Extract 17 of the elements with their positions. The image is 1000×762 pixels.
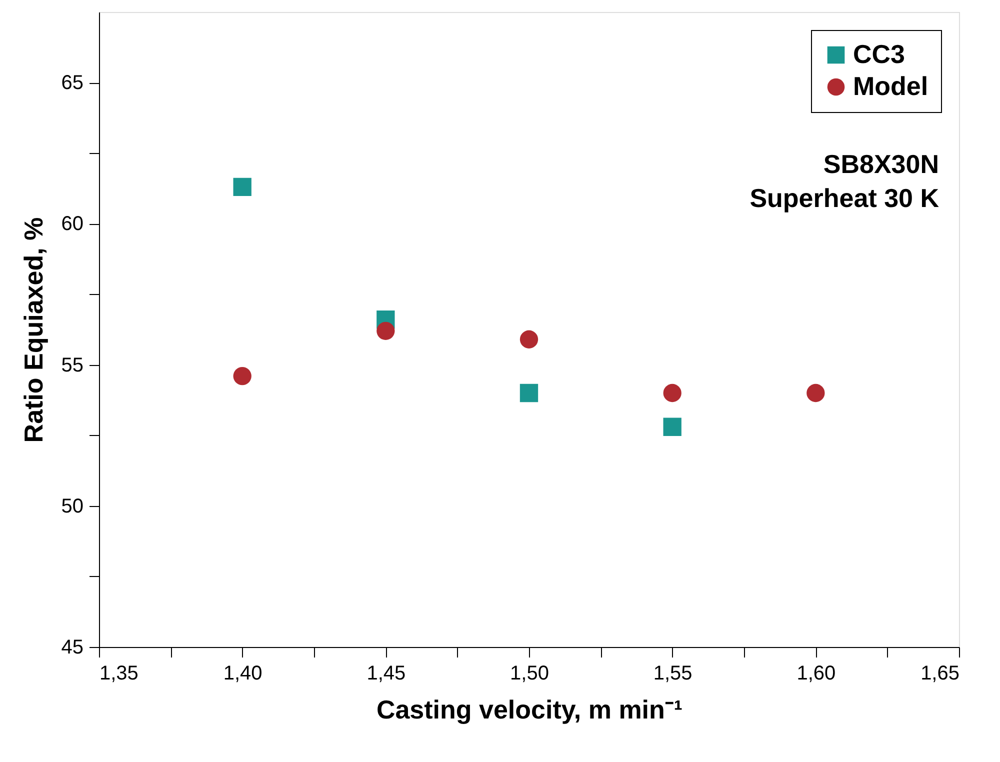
y-axis-title: Ratio Equiaxed, % xyxy=(18,217,48,443)
x-axis-title: Casting velocity, m min⁻¹ xyxy=(376,694,683,724)
x-tick-label: 1,55 xyxy=(653,662,692,684)
legend-label: CC3 xyxy=(853,39,906,69)
y-tick-label: 50 xyxy=(61,495,84,518)
x-tick-label: 1,60 xyxy=(796,662,836,684)
x-tick-label: 1,35 xyxy=(100,662,138,684)
y-tick-label: 45 xyxy=(61,636,84,658)
x-tick-label: 1,40 xyxy=(223,662,262,684)
y-tick-label: 55 xyxy=(61,354,84,376)
x-tick-label: 1,65 xyxy=(920,662,960,684)
annotation: SB8X30N Superheat 30 K xyxy=(750,149,940,213)
y-tick-label: 65 xyxy=(61,72,84,94)
x-tick-label: 1,45 xyxy=(366,662,406,684)
x-tick-label: 1,50 xyxy=(510,662,549,684)
legend-label: Model xyxy=(853,71,928,101)
y-tick-label: 60 xyxy=(61,213,84,236)
